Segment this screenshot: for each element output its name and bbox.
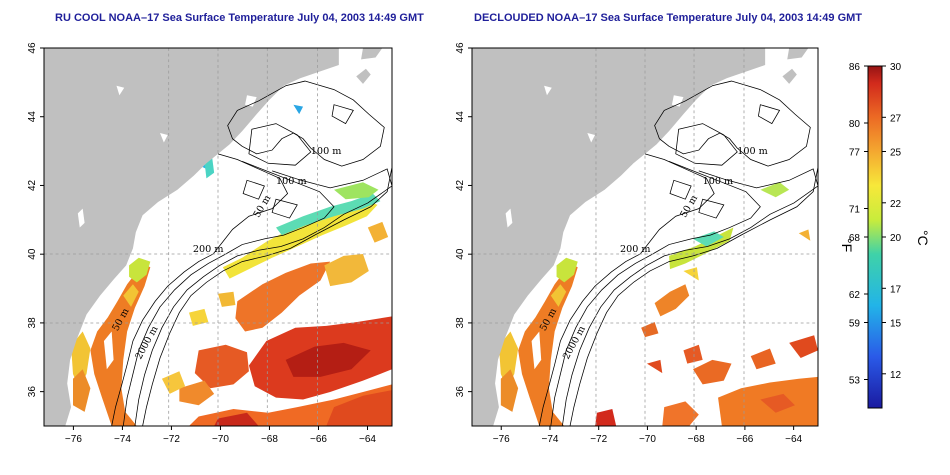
contour-label: 200 m bbox=[193, 244, 224, 255]
lon-tick-label: −74 bbox=[541, 434, 558, 445]
contour-label: 100 m bbox=[737, 146, 767, 157]
fahrenheit-tick-label: 71 bbox=[849, 205, 861, 216]
fahrenheit-tick-label: 77 bbox=[849, 148, 861, 159]
celsius-tick-label: 30 bbox=[890, 62, 902, 73]
celsius-tick-label: 25 bbox=[890, 148, 902, 159]
fahrenheit-tick-label: 68 bbox=[849, 233, 861, 244]
lat-tick-label: 44 bbox=[27, 111, 38, 123]
lon-tick-label: −76 bbox=[493, 434, 510, 445]
left-panel-title: RU COOL NOAA–17 Sea Surface Temperature … bbox=[55, 12, 424, 24]
unit-celsius-label: °C bbox=[915, 230, 931, 246]
lon-tick-label: −68 bbox=[261, 434, 278, 445]
lat-tick-label: 44 bbox=[455, 111, 466, 123]
left-map-panel: 100 m 100 m 50 m 200 m 50 m 2000 m bbox=[43, 47, 393, 427]
lat-tick-label: 38 bbox=[455, 317, 466, 329]
contour-label: 200 m bbox=[620, 244, 650, 255]
lon-tick-label: −72 bbox=[163, 434, 180, 445]
colorbar-ramp bbox=[867, 65, 883, 409]
lat-tick-label: 42 bbox=[455, 179, 466, 191]
fahrenheit-tick-label: 53 bbox=[849, 376, 861, 387]
lon-tick-label: −70 bbox=[212, 434, 229, 445]
unit-fahrenheit-label: °F bbox=[839, 238, 855, 252]
lon-tick-label: −72 bbox=[590, 434, 607, 445]
celsius-tick-label: 27 bbox=[890, 113, 902, 124]
lat-tick-label: 38 bbox=[27, 317, 38, 329]
colorbar: 30 27 25 22 20 17 15 12 86 80 77 71 68 62 59 53 °F °C bbox=[839, 62, 931, 409]
lat-tick-label: 46 bbox=[455, 42, 466, 54]
left-axes: −76 −74 −72 −70 −68 −66 −64 36 38 40 42 44 46 bbox=[27, 42, 376, 445]
contour-label: 100 m bbox=[311, 146, 342, 157]
lat-tick-label: 40 bbox=[27, 248, 38, 260]
lon-tick-label: −68 bbox=[688, 434, 705, 445]
celsius-tick-label: 15 bbox=[890, 319, 902, 330]
right-panel-title: DECLOUDED NOAA–17 Sea Surface Temperatur… bbox=[474, 12, 863, 24]
lon-tick-label: −74 bbox=[114, 434, 131, 445]
fahrenheit-tick-label: 80 bbox=[849, 119, 861, 130]
lat-tick-label: 36 bbox=[27, 386, 38, 398]
right-axes: −76 −74 −72 −70 −68 −66 −64 36 38 40 42 44 46 bbox=[455, 42, 803, 445]
lon-tick-label: −66 bbox=[310, 434, 327, 445]
lat-tick-label: 46 bbox=[27, 42, 38, 54]
lon-tick-label: −64 bbox=[785, 434, 802, 445]
right-map-panel: 100 m 100 m 50 m 200 m 50 m 2000 m bbox=[471, 47, 819, 427]
lon-tick-label: −66 bbox=[736, 434, 753, 445]
fahrenheit-tick-label: 86 bbox=[849, 62, 861, 73]
celsius-tick-label: 20 bbox=[890, 233, 902, 244]
lat-tick-label: 40 bbox=[455, 248, 466, 260]
fahrenheit-tick-label: 59 bbox=[849, 319, 861, 330]
fahrenheit-tick-label: 62 bbox=[849, 290, 861, 301]
contour-label: 100 m bbox=[276, 176, 307, 187]
celsius-tick-label: 22 bbox=[890, 199, 902, 210]
lat-tick-label: 36 bbox=[455, 386, 466, 398]
left-sst-field bbox=[59, 61, 392, 426]
lat-tick-label: 42 bbox=[27, 179, 38, 191]
celsius-tick-label: 12 bbox=[890, 370, 902, 381]
lon-tick-label: −64 bbox=[359, 434, 376, 445]
contour-label: 100 m bbox=[703, 176, 733, 187]
lon-tick-label: −70 bbox=[639, 434, 656, 445]
lon-tick-label: −76 bbox=[65, 434, 82, 445]
right-sst-field bbox=[487, 104, 818, 426]
celsius-tick-label: 17 bbox=[890, 284, 902, 295]
